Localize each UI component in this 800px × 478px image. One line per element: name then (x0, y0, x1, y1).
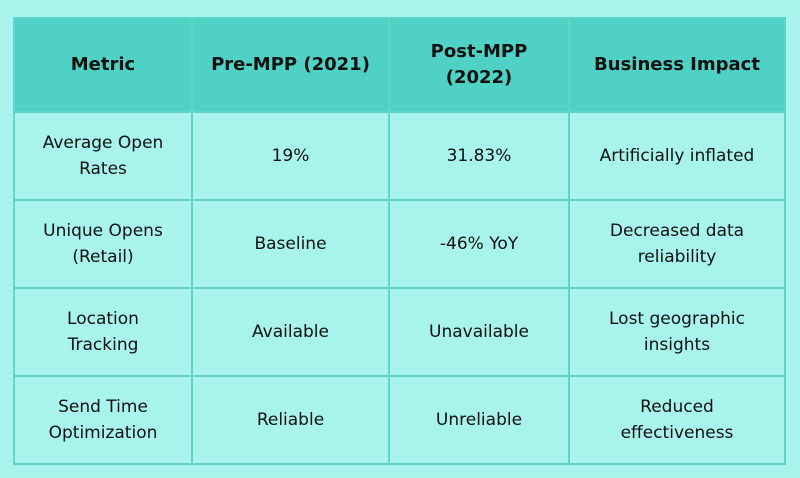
cell-pre-mpp: Available (191, 287, 390, 377)
header-pre-mpp: Pre-MPP (2021) (191, 17, 390, 113)
cell-pre-mpp: Reliable (191, 375, 390, 465)
cell-business-impact: Artificially inflated (568, 111, 786, 201)
header-post-mpp: Post-MPP (2022) (388, 17, 570, 113)
cell-business-impact: Reduced effectiveness (568, 375, 786, 465)
cell-pre-mpp: 19% (191, 111, 390, 201)
cell-metric: Average Open Rates (13, 111, 193, 201)
cell-post-mpp: -46% YoY (388, 199, 570, 289)
cell-post-mpp: Unavailable (388, 287, 570, 377)
header-metric: Metric (13, 17, 193, 113)
table-header-row: Metric Pre-MPP (2021) Post-MPP (2022) Bu… (13, 17, 786, 113)
cell-business-impact: Decreased data reliability (568, 199, 786, 289)
table-row: Average Open Rates 19% 31.83% Artificial… (13, 111, 786, 201)
cell-metric: Unique Opens (Retail) (13, 199, 193, 289)
cell-pre-mpp: Baseline (191, 199, 390, 289)
table-row: Unique Opens (Retail) Baseline -46% YoY … (13, 199, 786, 289)
comparison-table-container: Metric Pre-MPP (2021) Post-MPP (2022) Bu… (13, 17, 786, 465)
table-row: Send Time Optimization Reliable Unreliab… (13, 375, 786, 465)
cell-metric: Send Time Optimization (13, 375, 193, 465)
cell-metric: Location Tracking (13, 287, 193, 377)
cell-post-mpp: Unreliable (388, 375, 570, 465)
cell-post-mpp: 31.83% (388, 111, 570, 201)
mpp-comparison-table: Metric Pre-MPP (2021) Post-MPP (2022) Bu… (13, 17, 786, 465)
table-row: Location Tracking Available Unavailable … (13, 287, 786, 377)
cell-business-impact: Lost geographic insights (568, 287, 786, 377)
header-business-impact: Business Impact (568, 17, 786, 113)
